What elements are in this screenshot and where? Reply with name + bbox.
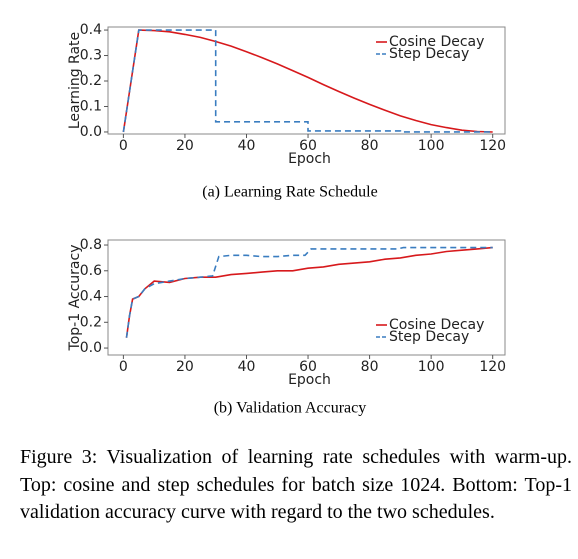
x-tick-label: 60 <box>299 359 317 375</box>
x-tick-label: 20 <box>176 359 194 375</box>
legend-label: Step Decay <box>389 46 469 62</box>
x-tick-label: 20 <box>176 138 194 154</box>
y-tick-label: 0.6 <box>80 263 102 279</box>
y-tick-label: 0.2 <box>80 73 102 89</box>
line-series <box>125 246 493 338</box>
x-tick-label: 120 <box>479 359 506 375</box>
legend-label: Cosine Decay <box>389 34 484 50</box>
y-axis-label: Top-1 Accuracy <box>67 245 83 352</box>
legend-label: Cosine Decay <box>389 317 484 333</box>
y-tick-label: 0.2 <box>80 314 102 330</box>
x-axis-label: Epoch <box>288 372 331 388</box>
x-tick-label: 40 <box>238 138 256 154</box>
x-tick-label: 0 <box>119 359 128 375</box>
y-tick-label: 0.3 <box>80 48 102 64</box>
subfigure-caption: (a) Learning Rate Schedule <box>202 184 377 201</box>
y-axis-label: Learning Rate <box>67 32 83 129</box>
legend-label: Step Decay <box>389 329 469 345</box>
x-tick-label: 80 <box>361 359 379 375</box>
subfigure-caption: (b) Validation Accuracy <box>214 400 367 417</box>
x-tick-label: 40 <box>238 359 256 375</box>
figure-caption: Figure 3: Visualization of learning rate… <box>20 446 572 523</box>
x-tick-label: 80 <box>361 138 379 154</box>
x-tick-label: 100 <box>418 138 445 154</box>
line-series <box>122 29 493 133</box>
x-axis-label: Epoch <box>288 151 331 167</box>
y-tick-label: 0.4 <box>80 289 102 305</box>
x-tick-label: 100 <box>418 359 445 375</box>
y-tick-label: 0.4 <box>80 22 102 38</box>
x-tick-label: 0 <box>119 138 128 154</box>
x-tick-label: 60 <box>299 138 317 154</box>
y-tick-label: 0.0 <box>80 340 102 356</box>
plot-frame <box>107 239 506 356</box>
y-tick-label: 0.0 <box>80 124 102 140</box>
x-tick-label: 120 <box>479 138 506 154</box>
y-tick-label: 0.8 <box>80 237 102 253</box>
plot-frame <box>107 26 506 135</box>
line-series <box>122 29 493 133</box>
y-tick-label: 0.1 <box>80 98 102 114</box>
figure: 0 20 40 60 80 100 120 0.0 0.1 0.2 0.3 0.4 Epoch Learn… <box>67 22 506 417</box>
line-series <box>125 246 493 338</box>
